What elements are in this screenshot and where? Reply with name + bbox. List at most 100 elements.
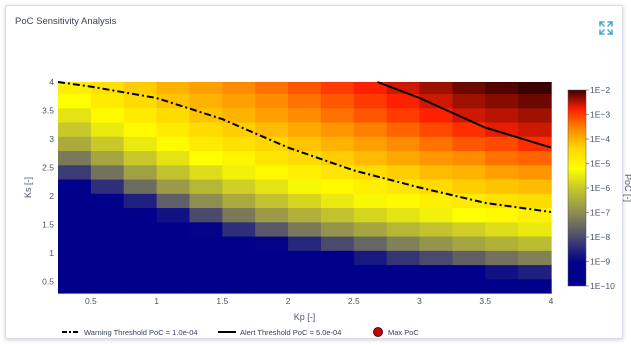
heatmap-cell xyxy=(386,207,421,223)
heatmap-cell xyxy=(386,164,421,180)
heatmap-cell xyxy=(353,107,388,123)
heatmap-cell xyxy=(288,278,322,294)
heatmap-cell xyxy=(551,136,552,152)
heatmap-cell xyxy=(189,121,223,137)
heatmap-cell xyxy=(386,264,421,280)
heatmap-cell xyxy=(58,136,92,152)
heatmap-cells xyxy=(58,82,552,294)
y-axis-ticks: 0.5 1 1.5 2 2.5 3 3.5 4 xyxy=(42,77,54,287)
heatmap-cell xyxy=(320,107,355,123)
heatmap-cell xyxy=(222,121,256,137)
heatmap-cell xyxy=(419,136,453,152)
heatmap-cell xyxy=(353,150,388,166)
heatmap-cell xyxy=(288,221,322,237)
heatmap-cell xyxy=(353,207,388,223)
heatmap-cell xyxy=(90,136,125,152)
heatmap-cell xyxy=(353,82,388,95)
heatmap-cell xyxy=(386,221,421,237)
heatmap-cell xyxy=(58,221,92,237)
heatmap-cell xyxy=(189,136,223,152)
heatmap-cell xyxy=(551,278,552,294)
y-tick-label: 1.5 xyxy=(42,220,54,230)
heatmap-cell xyxy=(485,82,519,83)
heatmap-cell xyxy=(288,164,322,180)
heatmap-cell xyxy=(518,193,552,209)
heatmap-cell xyxy=(288,82,322,83)
colorbar xyxy=(567,89,587,287)
heatmap-cell xyxy=(485,264,519,280)
legend-marker xyxy=(373,327,383,337)
colorbar-tick-label: 1E−8 xyxy=(590,232,610,242)
colorbar-tick-label: 1E−7 xyxy=(590,208,610,218)
colorbar-tick-label: 1E−9 xyxy=(590,257,610,267)
heatmap-cell xyxy=(518,121,552,137)
heatmap-cell xyxy=(320,264,355,280)
legend-label: Alert Threshold PoC = 5.0e-04 xyxy=(240,328,341,337)
heatmap-cell xyxy=(156,164,191,180)
heatmap-cell xyxy=(123,207,158,223)
heatmap-cell xyxy=(551,207,552,223)
heatmap-cell xyxy=(518,164,552,180)
heatmap-cell xyxy=(156,82,191,95)
expand-icon[interactable] xyxy=(598,20,614,36)
heatmap-cell xyxy=(551,235,552,251)
heatmap-cell xyxy=(288,250,322,266)
heatmap-cell xyxy=(419,150,453,166)
heatmap-cell xyxy=(156,121,191,137)
colorbar-ticks: 1E−10 1E−9 1E−8 1E−7 1E−6 1E−5 1E−4 1E−3 1E−2 xyxy=(586,85,615,291)
heatmap-cell xyxy=(123,278,158,294)
heatmap-cell xyxy=(123,178,158,194)
heatmap-cell xyxy=(222,250,256,266)
y-tick-label: 3 xyxy=(49,134,54,144)
heatmap-cell xyxy=(551,93,552,109)
y-tick-label: 2.5 xyxy=(42,163,54,173)
heatmap-cell xyxy=(419,207,453,223)
heatmap-cell xyxy=(518,221,552,237)
heatmap-cell xyxy=(551,193,552,209)
heatmap-cell xyxy=(452,150,486,166)
heatmap-cell xyxy=(551,164,552,180)
heatmap-cell xyxy=(90,121,125,137)
heatmap-cell xyxy=(255,150,289,166)
legend-item: Max PoC xyxy=(373,327,419,337)
heatmap-cell xyxy=(255,82,289,95)
heatmap-cell xyxy=(386,107,421,123)
x-tick-label: 3.5 xyxy=(479,296,491,306)
heatmap-cell xyxy=(353,93,388,109)
heatmap-cell xyxy=(485,221,519,237)
heatmap-cell xyxy=(189,193,223,209)
heatmap-cell xyxy=(386,193,421,209)
x-tick-label: 2.5 xyxy=(348,296,360,306)
heatmap-cell xyxy=(452,164,486,180)
heatmap-cell xyxy=(123,235,158,251)
heatmap-cell xyxy=(255,250,289,266)
heatmap-cell xyxy=(353,278,388,294)
heatmap-cell xyxy=(189,82,223,83)
heatmap-cell xyxy=(419,107,453,123)
x-tick-label: 3 xyxy=(417,296,422,306)
threshold-lines xyxy=(57,81,552,213)
heatmap-cell xyxy=(485,193,519,209)
heatmap-cell xyxy=(189,178,223,194)
heatmap-cell xyxy=(485,136,519,152)
heatmap-cell xyxy=(255,121,289,137)
heatmap-cell xyxy=(386,82,421,95)
heatmap-cell xyxy=(320,164,355,180)
heatmap-cell xyxy=(386,250,421,266)
heatmap-cell xyxy=(320,136,355,152)
x-tick-label: 1 xyxy=(154,296,159,306)
heatmap-cell xyxy=(189,250,223,266)
heatmap-cell xyxy=(123,93,158,109)
heatmap-cell xyxy=(452,250,486,266)
x-tick-label: 1.5 xyxy=(216,296,228,306)
heatmap-cell xyxy=(485,250,519,266)
heatmap-cell xyxy=(189,164,223,180)
heatmap-cell xyxy=(90,150,125,166)
heatmap-cell xyxy=(255,193,289,209)
heatmap-cell xyxy=(551,150,552,166)
legend: Warning Threshold PoC = 1.0e-04 Alert Thr… xyxy=(62,327,419,337)
x-axis-label: Kp [-] xyxy=(294,312,316,322)
colorbar-tick-label: 1E−6 xyxy=(590,183,610,193)
y-tick-label: 2 xyxy=(49,191,54,201)
heatmap-cell xyxy=(320,178,355,194)
